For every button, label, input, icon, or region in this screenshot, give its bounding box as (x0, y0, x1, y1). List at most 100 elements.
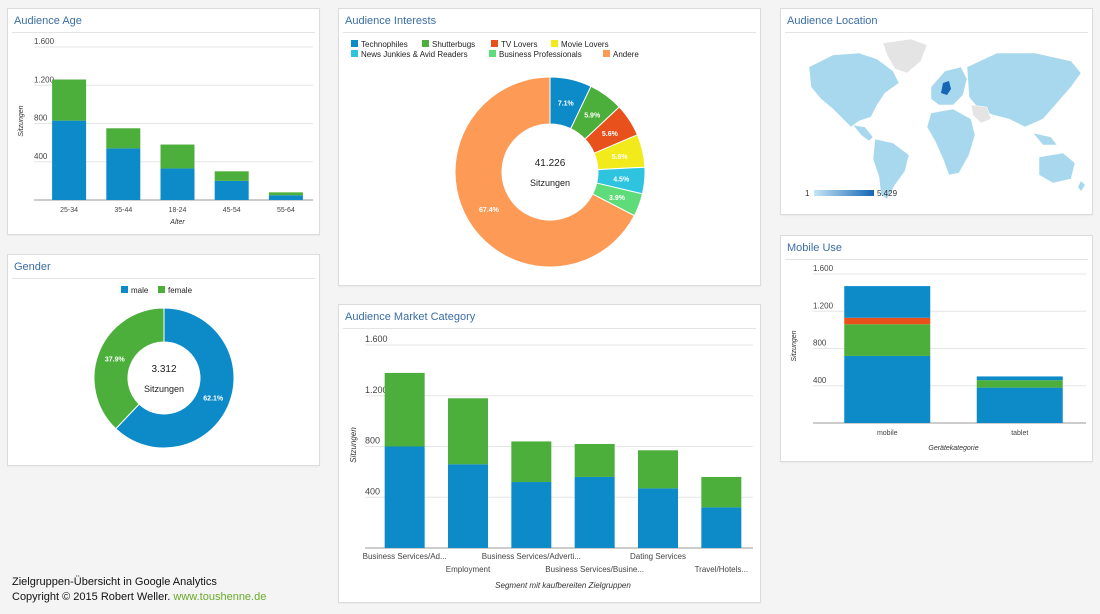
audience-age-title[interactable]: Audience Age (12, 9, 315, 33)
slice-label: 37.9% (105, 356, 126, 363)
footer-link[interactable]: www.toushenne.de (173, 591, 267, 603)
x-axis-label: Gerätekategorie (928, 445, 978, 452)
map-middle-east (970, 104, 992, 124)
y-tick-label: 1.200 (813, 301, 834, 310)
x-tick-label: 25-34 (60, 207, 78, 214)
map-germany-highlight[interactable] (941, 81, 951, 95)
y-tick-label: 400 (813, 376, 827, 385)
audience-interests-panel: Audience Interests Technophiles Shutterbu… (338, 8, 761, 286)
audience-location-title[interactable]: Audience Location (785, 9, 1088, 33)
bar-male (214, 180, 249, 200)
x-tick-label: 18-24 (169, 207, 187, 214)
x-axis-label: Segment mit kaufbereiten Zielgruppen (495, 581, 631, 590)
mobile-use-chart: 1.600 1.200 800 400 mobile tablet Gerätekatego… (791, 264, 1086, 452)
audience-interests-title[interactable]: Audience Interests (343, 9, 756, 33)
legend-label: female (168, 286, 193, 295)
audience-market-title[interactable]: Audience Market Category (343, 305, 756, 329)
x-tick-label: Business Services/Ad... (363, 552, 447, 561)
legend-label: News Junkies & Avid Readers (361, 50, 468, 59)
x-tick-label: Employment (446, 565, 491, 574)
bar-female (701, 476, 742, 508)
bar-s2 (844, 324, 931, 356)
slice-label: 5.6% (602, 131, 619, 138)
y-tick-label: 1.200 (34, 75, 55, 84)
gender-panel: Gender male female 62.1% 37.9% 3.312 Sitzunge… (7, 254, 320, 466)
y-tick-label: 1.600 (813, 264, 834, 273)
bar-female (511, 441, 552, 483)
x-tick-label: 35-44 (114, 207, 132, 214)
y-tick-label: 1.600 (34, 37, 55, 46)
y-tick-label: 1.600 (365, 334, 388, 344)
legend-swatch (121, 286, 128, 293)
legend-label: Business Professionals (499, 50, 582, 59)
legend-swatch (489, 50, 496, 57)
bar-female (214, 171, 249, 181)
bar-s4 (844, 286, 931, 318)
donut-center-value: 41.226 (535, 158, 566, 169)
gender-title[interactable]: Gender (12, 255, 315, 279)
audience-market-chart: 1.600 1.200 800 400 Business Services/Ad... E… (349, 334, 753, 590)
footer-caption: Zielgruppen-Übersicht in Google Analytic… (12, 576, 217, 588)
map-scale-min: 1 (805, 189, 810, 198)
slice-label: 5.9% (584, 112, 601, 119)
audience-location-panel: Audience Location (780, 8, 1093, 215)
y-tick-label: 400 (34, 152, 48, 161)
bar-s2 (976, 380, 1063, 388)
y-axis-label: Sitzungen (18, 105, 25, 136)
map-central-america (852, 124, 874, 142)
legend-label: Andere (613, 50, 639, 59)
map-scale-bar (814, 190, 874, 196)
slice-andere (454, 76, 636, 268)
gender-chart: male female 62.1% 37.9% 3.312 Sitzungen (93, 286, 235, 449)
bar-male (638, 488, 678, 548)
donut-center-value: 3.312 (151, 364, 176, 375)
map-australia (1038, 152, 1076, 184)
slice-female (93, 307, 165, 430)
bar-female (106, 128, 141, 149)
bar-male (384, 446, 425, 548)
bar-male (574, 476, 615, 548)
bar-male (448, 464, 488, 548)
y-tick-label: 400 (365, 486, 380, 496)
bar-male (511, 482, 552, 548)
bar-female (52, 79, 87, 121)
world-map[interactable]: 1 5.429 (781, 9, 1094, 216)
legend-swatch (551, 40, 558, 47)
bar-female (160, 144, 195, 169)
x-tick-label: Business Services/Adverti... (482, 552, 581, 561)
bar-female (384, 372, 425, 447)
legend-swatch (158, 286, 165, 293)
y-axis-label: Sitzungen (791, 330, 798, 361)
legend-label: Shutterbugs (432, 40, 475, 49)
bar-male (160, 168, 195, 200)
legend-label: TV Lovers (501, 40, 537, 49)
audience-interests-chart: Technophiles Shutterbugs TV Lovers Movie Lo… (351, 40, 646, 268)
mobile-use-panel: Mobile Use 1.600 1.200 800 400 mobile tablet G… (780, 235, 1093, 462)
legend-label: Technophiles (361, 40, 408, 49)
legend-label: Movie Lovers (561, 40, 609, 49)
footer: Zielgruppen-Übersicht in Google Analytic… (12, 575, 266, 605)
x-axis-label: Alter (169, 219, 185, 226)
y-axis-label: Sitzungen (349, 427, 358, 463)
slice-label: 67.4% (479, 207, 500, 214)
x-tick-label: 45-54 (223, 207, 241, 214)
footer-copyright: Copyright © 2015 Robert Weller. (12, 591, 171, 603)
x-tick-label: tablet (1011, 430, 1028, 437)
legend-swatch (491, 40, 498, 47)
bar-s1 (976, 387, 1063, 423)
audience-market-panel: Audience Market Category 1.600 1.200 800 40… (338, 304, 761, 603)
bar-female (448, 398, 488, 465)
y-tick-label: 800 (813, 339, 827, 348)
mobile-use-title[interactable]: Mobile Use (785, 236, 1088, 260)
x-tick-label: Travel/Hotels... (695, 565, 749, 574)
x-tick-label: Business Services/Busine... (545, 565, 644, 574)
slice-label: 62.1% (203, 396, 224, 403)
map-new-zealand (1078, 181, 1085, 191)
bar-s4 (976, 376, 1063, 381)
bar-male (106, 148, 141, 200)
map-africa (926, 108, 976, 176)
bar-female (268, 192, 303, 196)
y-tick-label: 1.200 (365, 385, 388, 395)
x-tick-label: mobile (877, 430, 898, 437)
donut-center-label: Sitzungen (144, 384, 184, 394)
